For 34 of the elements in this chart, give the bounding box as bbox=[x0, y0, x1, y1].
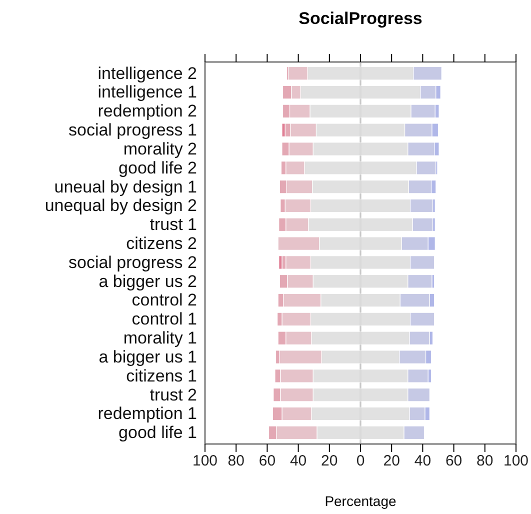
y-tick-label: control 2 bbox=[132, 290, 197, 310]
y-tick-label: intelligence 2 bbox=[98, 64, 197, 83]
y-tick-label: uneual by design 1 bbox=[54, 177, 197, 196]
y-tick-label: social progress 2 bbox=[68, 252, 197, 272]
y-tick-label: social progress 1 bbox=[68, 120, 197, 140]
x-tick-label: 40 bbox=[414, 452, 432, 470]
y-tick-label: redemption 2 bbox=[98, 102, 197, 121]
x-tick-label: 40 bbox=[290, 452, 307, 470]
y-tick-label: good life 1 bbox=[118, 423, 197, 442]
x-tick-label: 60 bbox=[445, 452, 462, 470]
y-tick-label: a bigger us 2 bbox=[98, 272, 197, 291]
y-tick-label: a bigger us 1 bbox=[98, 347, 197, 366]
x-tick-label: 0 bbox=[356, 452, 365, 470]
y-tick-label: redemption 1 bbox=[98, 404, 197, 424]
x-tick-label: 100 bbox=[192, 452, 218, 470]
y-tick-label: citizens 1 bbox=[126, 366, 197, 386]
y-tick-label: trust 2 bbox=[150, 385, 197, 404]
x-tick-label: 100 bbox=[503, 452, 529, 470]
chart-title: SocialProgress bbox=[298, 9, 422, 28]
x-tick-label: 60 bbox=[258, 452, 276, 470]
y-tick-label: citizens 2 bbox=[126, 234, 197, 253]
bar bbox=[278, 256, 282, 270]
x-tick-label: 80 bbox=[228, 452, 244, 470]
y-tick-label: morality 1 bbox=[123, 328, 197, 348]
y-tick-label: good life 2 bbox=[118, 158, 197, 178]
y-tick-label: unequal by design 2 bbox=[44, 196, 197, 216]
x-tick-label: 80 bbox=[476, 452, 494, 470]
y-tick-label: morality 2 bbox=[123, 139, 197, 158]
x-tick-label: 20 bbox=[321, 452, 338, 470]
y-tick-label: trust 1 bbox=[150, 215, 197, 234]
y-tick-label: control 1 bbox=[132, 310, 197, 329]
x-axis-title: Percentage bbox=[324, 493, 397, 509]
y-tick-label: intelligence 1 bbox=[98, 82, 197, 102]
x-tick-label: 20 bbox=[383, 452, 400, 470]
